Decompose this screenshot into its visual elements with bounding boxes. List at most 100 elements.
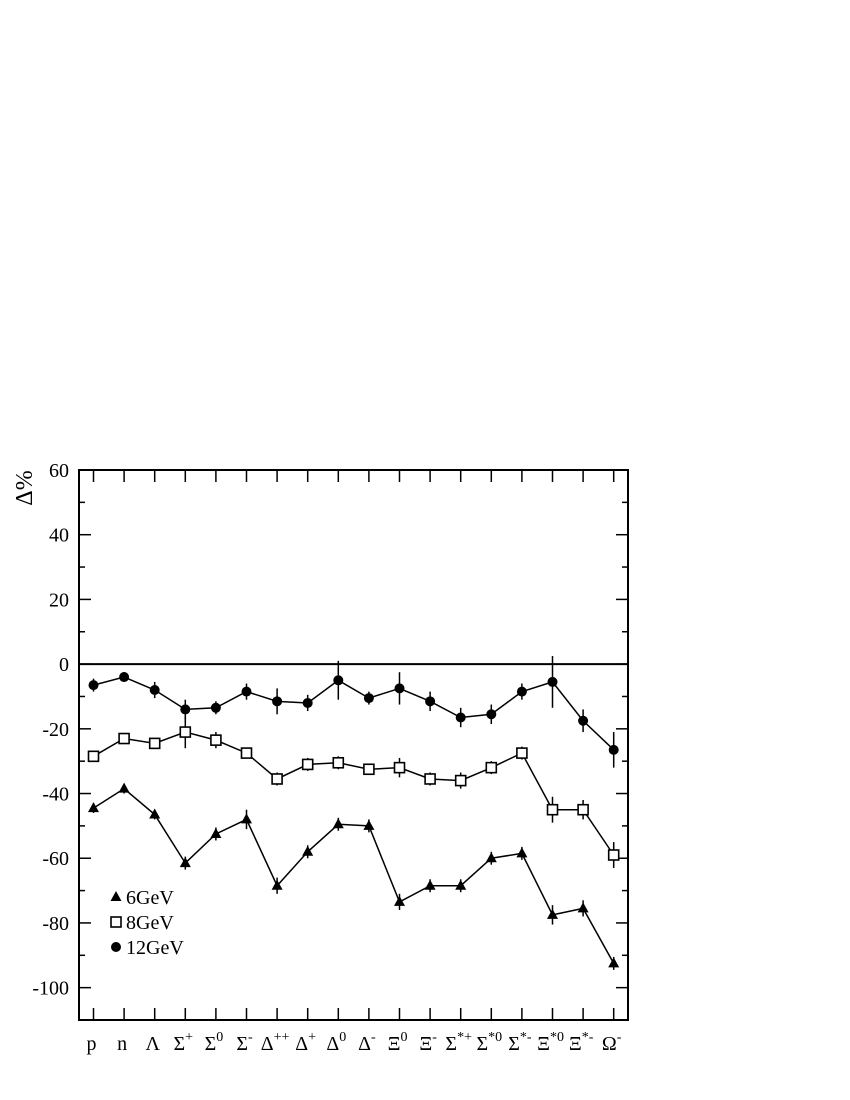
data-point bbox=[149, 685, 160, 695]
x-tick-label: Ξ- bbox=[419, 1030, 437, 1055]
data-point bbox=[271, 879, 283, 890]
data-point bbox=[516, 686, 527, 697]
data-point bbox=[240, 747, 253, 759]
data-point bbox=[608, 957, 620, 968]
legend-entry: 12GeV bbox=[111, 937, 184, 959]
data-point bbox=[118, 732, 130, 745]
data-point bbox=[547, 676, 558, 687]
legend-marker bbox=[111, 942, 121, 952]
legend-label: 8GeV bbox=[126, 912, 174, 934]
data-point bbox=[272, 696, 283, 707]
data-point bbox=[88, 680, 99, 691]
series-line bbox=[93, 731, 615, 856]
y-tick-label: -80 bbox=[42, 913, 69, 935]
x-tick-label: Δ+ bbox=[295, 1030, 316, 1055]
data-point bbox=[424, 773, 436, 785]
x-tick-label: Ξ*- bbox=[569, 1030, 594, 1055]
y-tick-label: 0 bbox=[59, 654, 69, 676]
y-tick-label: 20 bbox=[49, 589, 69, 611]
plot-frame bbox=[78, 469, 629, 1021]
x-tick-label: Ξ*0 bbox=[537, 1030, 564, 1055]
data-point bbox=[271, 773, 283, 785]
data-point bbox=[118, 782, 130, 793]
data-point bbox=[455, 712, 466, 723]
data-point bbox=[148, 737, 161, 750]
data-point bbox=[486, 709, 497, 720]
data-point bbox=[149, 808, 161, 819]
x-tick-label: Δ0 bbox=[326, 1030, 346, 1055]
data-point bbox=[363, 819, 375, 830]
x-tick-label: Ξ0 bbox=[388, 1030, 408, 1055]
data-point bbox=[119, 672, 130, 683]
data-point bbox=[179, 857, 191, 868]
data-point bbox=[424, 879, 436, 890]
legend: 6GeV 8GeV 12GeV bbox=[110, 887, 184, 959]
series-line bbox=[93, 676, 615, 751]
data-point bbox=[302, 845, 314, 856]
data-point bbox=[301, 758, 314, 771]
data-point bbox=[210, 702, 221, 713]
data-point bbox=[87, 750, 100, 763]
legend-marker bbox=[110, 916, 122, 928]
data-point bbox=[608, 744, 619, 755]
data-point bbox=[577, 902, 589, 913]
y-tick-label: 60 bbox=[49, 460, 69, 482]
x-tick-labels: p n Λ Σ+ Σ0 Σ- Δ++ Δ+ Δ0 Δ- Ξ0 Ξ- Σ*+ Σ*0 Σ*- Ξ*0 Ξ*- Ω- bbox=[87, 1030, 622, 1055]
x-tick-label: Δ- bbox=[358, 1030, 376, 1055]
series-8GeV bbox=[87, 715, 620, 868]
data-point bbox=[210, 734, 222, 746]
y-tick-label: -60 bbox=[42, 848, 69, 870]
y-tick-labels: 60 40 20 0 -20 -40 -60 -80 -100 bbox=[32, 460, 69, 1000]
legend-label: 6GeV bbox=[126, 887, 174, 909]
series-line bbox=[93, 787, 615, 964]
data-point bbox=[393, 761, 406, 774]
legend-entry: 6GeV bbox=[110, 887, 174, 909]
data-point bbox=[332, 756, 345, 769]
series-layer bbox=[87, 656, 620, 970]
y-tick-label: 40 bbox=[49, 525, 69, 547]
legend-marker bbox=[110, 891, 122, 901]
data-point bbox=[516, 747, 528, 759]
data-point bbox=[546, 803, 559, 816]
x-tick-label: Ω- bbox=[602, 1030, 622, 1055]
data-point bbox=[333, 675, 344, 686]
legend-label: 12GeV bbox=[126, 937, 184, 959]
series-6GeV bbox=[88, 782, 620, 970]
data-point bbox=[180, 704, 191, 715]
data-point bbox=[454, 774, 467, 787]
data-point bbox=[241, 813, 252, 824]
data-point bbox=[179, 726, 192, 738]
y-tick-label: -20 bbox=[42, 719, 69, 741]
data-point bbox=[394, 895, 405, 906]
y-tick-label: -100 bbox=[32, 978, 69, 1000]
data-point bbox=[241, 686, 252, 697]
legend-entry: 8GeV bbox=[110, 912, 174, 934]
data-point bbox=[332, 818, 344, 829]
data-point bbox=[210, 827, 222, 838]
y-axis-title: Δ% bbox=[12, 470, 38, 505]
data-point bbox=[577, 803, 589, 816]
x-tick-label: Σ*- bbox=[508, 1030, 532, 1055]
x-tick-label: Λ bbox=[145, 1033, 160, 1055]
x-tick-label: n bbox=[117, 1033, 127, 1055]
data-point bbox=[485, 761, 498, 774]
x-tick-label: Σ*0 bbox=[476, 1030, 502, 1055]
data-point bbox=[607, 849, 620, 861]
data-point bbox=[578, 715, 589, 726]
y-tick-label: -40 bbox=[42, 784, 69, 806]
data-point bbox=[547, 908, 558, 919]
x-tick-label: Σ0 bbox=[205, 1030, 224, 1055]
data-point bbox=[363, 763, 375, 776]
data-point bbox=[88, 802, 99, 813]
series-12GeV bbox=[88, 656, 619, 768]
data-point bbox=[363, 693, 374, 704]
data-point bbox=[485, 852, 497, 863]
x-tick-label: Σ*+ bbox=[445, 1030, 472, 1055]
x-tick-label: Σ- bbox=[236, 1030, 253, 1055]
data-point bbox=[302, 697, 313, 708]
data-point bbox=[425, 696, 436, 707]
data-point bbox=[394, 683, 405, 694]
x-tick-label: p bbox=[87, 1033, 97, 1055]
data-point bbox=[455, 879, 467, 890]
